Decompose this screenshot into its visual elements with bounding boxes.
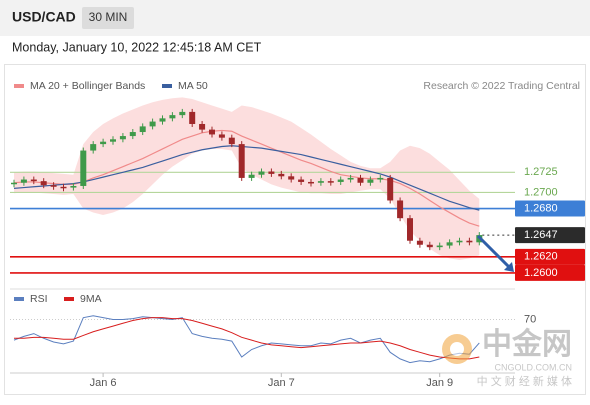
candle bbox=[228, 137, 235, 145]
candle bbox=[387, 177, 394, 201]
candle bbox=[139, 126, 146, 133]
candle bbox=[288, 176, 295, 180]
candle bbox=[159, 118, 166, 122]
watermark-tagline: 中 文 财 经 新 媒 体 bbox=[477, 374, 572, 388]
candle bbox=[466, 240, 473, 243]
candle bbox=[30, 179, 37, 182]
level-label-box bbox=[515, 227, 585, 244]
candle bbox=[189, 111, 196, 124]
watermark-site: CNGOLD.COM.CN bbox=[494, 362, 572, 372]
level-label-box bbox=[515, 248, 585, 265]
candle bbox=[377, 177, 384, 180]
candle bbox=[248, 174, 255, 178]
candle bbox=[40, 181, 47, 186]
legend-label: 9MA bbox=[80, 293, 102, 305]
forecast-arrow bbox=[476, 234, 512, 270]
candle bbox=[149, 121, 156, 127]
candle bbox=[199, 123, 206, 130]
candle bbox=[179, 111, 186, 116]
level-label: 1.2725 bbox=[524, 166, 558, 178]
candle bbox=[20, 179, 27, 183]
candle bbox=[119, 136, 126, 140]
candle bbox=[308, 181, 314, 184]
candle bbox=[357, 177, 364, 183]
candle bbox=[347, 177, 354, 180]
x-tick-label: Jan 7 bbox=[268, 377, 295, 389]
candle bbox=[278, 173, 285, 177]
candle bbox=[397, 200, 404, 219]
watermark-logo: 中金网 bbox=[482, 327, 572, 361]
timeframe-box[interactable] bbox=[82, 7, 134, 29]
chart-frame bbox=[4, 64, 586, 395]
forecast-arrow-head bbox=[504, 262, 514, 272]
candle bbox=[327, 181, 334, 183]
candle bbox=[110, 139, 116, 142]
level-label-box bbox=[515, 200, 585, 217]
legend-label: RSI bbox=[30, 293, 48, 305]
candle bbox=[50, 185, 57, 187]
moving-average bbox=[13, 145, 480, 211]
level-label: 1.2700 bbox=[524, 186, 558, 198]
x-tick-label: Jan 9 bbox=[426, 377, 453, 389]
level-label-box bbox=[515, 264, 585, 281]
level-label: 1.2647 bbox=[524, 229, 558, 241]
x-tick-label: Jan 6 bbox=[90, 377, 117, 389]
candle bbox=[436, 245, 443, 248]
candle bbox=[337, 179, 344, 182]
moving-average bbox=[13, 129, 480, 227]
candle bbox=[80, 150, 87, 186]
candle bbox=[169, 115, 176, 119]
watermark-logo-core bbox=[450, 342, 464, 356]
candle bbox=[218, 134, 225, 138]
timeframe[interactable]: 30 MIN bbox=[89, 10, 128, 24]
legend-swatch bbox=[162, 84, 172, 88]
level-label: 1.2680 bbox=[524, 202, 558, 214]
candle bbox=[268, 171, 275, 174]
candle bbox=[70, 185, 77, 188]
timestamp: Monday, January 10, 2022 12:45:18 AM CET bbox=[12, 40, 262, 54]
rsi-tick-label: 70 bbox=[524, 313, 536, 325]
candle bbox=[100, 141, 107, 145]
candle bbox=[90, 144, 97, 151]
bollinger-band bbox=[14, 97, 480, 261]
rsi-line bbox=[13, 315, 480, 364]
candle bbox=[367, 179, 374, 183]
candle bbox=[416, 240, 423, 245]
candle bbox=[60, 186, 67, 189]
legend-swatch bbox=[64, 297, 74, 301]
candle bbox=[446, 242, 453, 246]
legend-swatch bbox=[14, 297, 24, 301]
watermark: 中金网 CNGOLD.COM.CN 中 文 财 经 新 媒 体 bbox=[442, 327, 572, 388]
copyright: Research © 2022 Trading Central bbox=[423, 80, 580, 92]
candle bbox=[209, 129, 215, 135]
candle bbox=[11, 182, 17, 185]
level-label: 1.2620 bbox=[524, 251, 558, 263]
candle bbox=[317, 181, 324, 183]
candle bbox=[238, 144, 245, 178]
candle bbox=[426, 244, 433, 248]
legend-label: MA 20 + Bollinger Bands bbox=[30, 80, 145, 92]
legend-label: MA 50 bbox=[178, 80, 208, 92]
candle bbox=[129, 132, 136, 137]
legend-swatch bbox=[14, 84, 24, 88]
level-label: 1.2600 bbox=[524, 267, 558, 279]
candle bbox=[258, 171, 265, 175]
symbol: USD/CAD bbox=[12, 9, 76, 25]
candle bbox=[456, 240, 463, 243]
rsi-line bbox=[14, 317, 480, 360]
candle bbox=[298, 179, 305, 182]
candle bbox=[407, 218, 413, 241]
